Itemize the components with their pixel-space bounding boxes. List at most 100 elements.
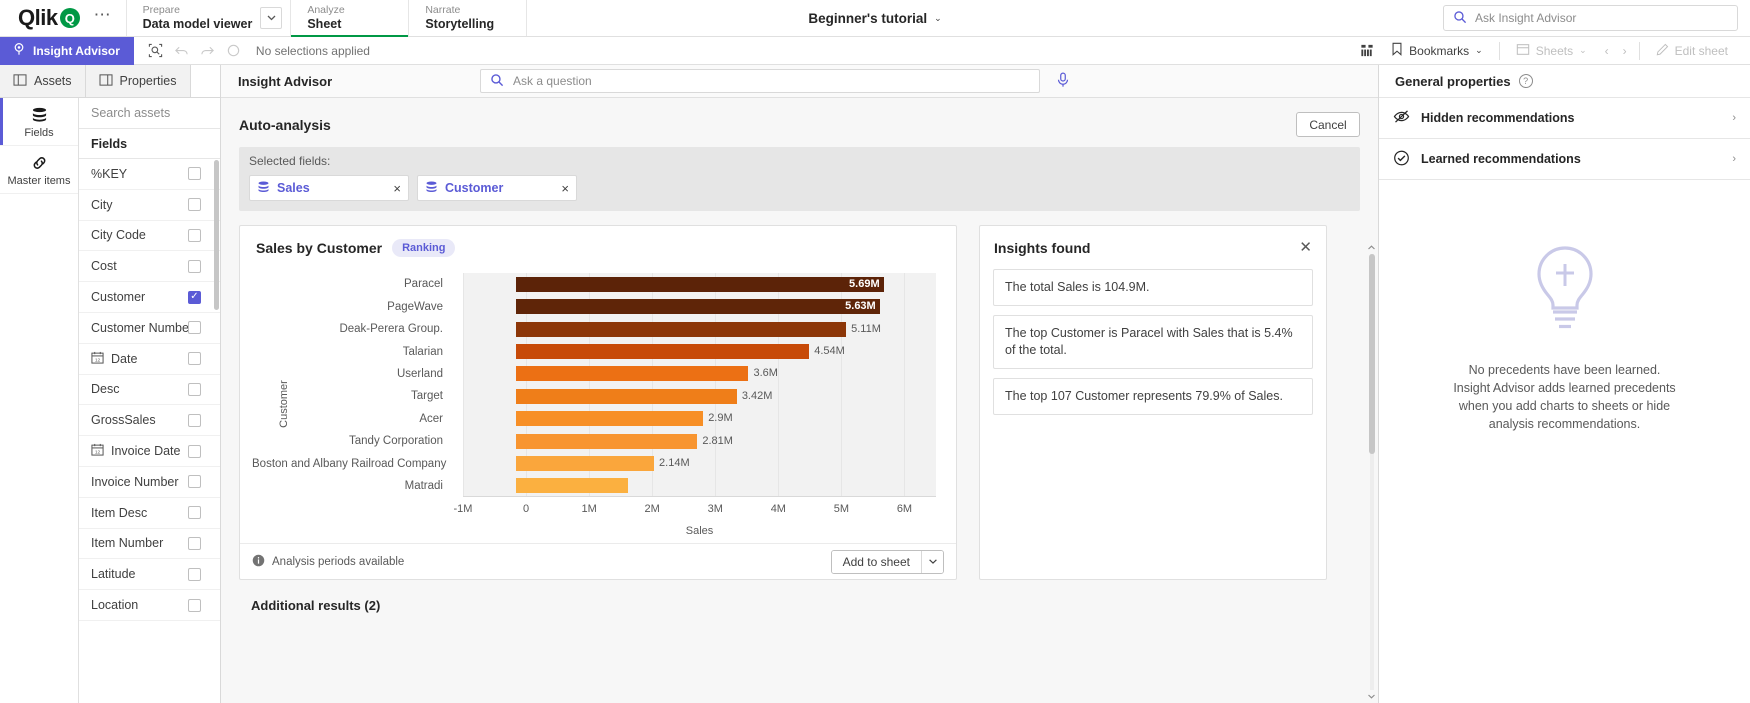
bar[interactable]: 5.63M [515,299,880,315]
bar[interactable] [515,456,655,471]
bar-chart[interactable]: Customer Paracel 5.69M PageWave 5.63M De… [252,265,946,543]
field-row[interactable]: Item Desc [79,498,220,529]
insight-advisor-button[interactable]: Insight Advisor [0,36,134,65]
field-row[interactable]: GrossSales [79,405,220,437]
ask-question-input[interactable]: Ask a question [480,69,1040,93]
close-icon[interactable]: × [561,180,569,196]
field-row[interactable]: 12 Date [79,344,220,375]
field-row[interactable]: %KEY [79,159,220,190]
bar-row[interactable]: Deak-Perera Group. 5.11M [252,321,936,337]
bar[interactable] [515,344,810,359]
field-row[interactable]: Item Number [79,529,220,560]
close-icon[interactable]: × [393,180,401,196]
hidden-recommendations-row[interactable]: Hidden recommendations › [1379,98,1750,139]
field-row[interactable]: City Code [79,221,220,252]
add-to-sheet-label[interactable]: Add to sheet [831,550,921,573]
selection-bar-right: Bookmarks ⌄ Sheets ⌄ ‹ › Edit sheet [1355,39,1750,63]
qlik-logo[interactable]: Qlik Q [18,5,80,31]
add-to-sheet-button[interactable]: Add to sheet [830,549,944,574]
search-assets-input[interactable]: Search assets [79,98,220,129]
app-title-chevron-down-icon[interactable]: ⌄ [934,12,942,23]
field-row[interactable]: Customer [79,282,220,313]
sheet-grid-icon[interactable] [1355,40,1379,62]
field-row[interactable]: Latitude [79,559,220,591]
field-row[interactable]: Location [79,590,220,621]
close-icon[interactable]: ✕ [1299,239,1312,256]
ask-insight-advisor-input[interactable]: Ask Insight Advisor [1443,5,1738,31]
field-checkbox[interactable] [188,567,201,581]
tab-assets[interactable]: Assets [0,65,86,97]
bar[interactable] [515,478,629,494]
bar[interactable] [515,433,698,449]
status-badge: Ranking [392,239,456,257]
help-icon[interactable]: ? [1518,74,1533,88]
bar-row[interactable]: Acer 2.9M [252,411,936,427]
scroll-down-icon[interactable] [1367,692,1376,701]
bar[interactable] [515,411,704,427]
nav-analyze[interactable]: Analyze Sheet [290,0,409,37]
field-row[interactable]: Desc [79,375,220,406]
next-sheet-button[interactable]: › [1622,43,1627,58]
field-row[interactable]: Customer Number [79,313,220,344]
more-options-icon[interactable]: ⋯ [93,5,112,24]
bar-row[interactable]: Boston and Albany Railroad Company 2.14M [252,456,936,471]
edit-sheet-button[interactable]: Edit sheet [1646,39,1738,63]
fields-scrollbar[interactable] [214,160,219,558]
bar[interactable] [515,366,749,382]
field-name-wrap: City [91,198,188,212]
bar[interactable] [515,388,737,404]
bar-row[interactable]: PageWave 5.63M [252,299,936,315]
field-checkbox[interactable] [188,228,201,242]
app-title[interactable]: Beginner's tutorial [808,10,928,26]
bar[interactable]: 5.69M [515,276,884,292]
center-scroll-thumb[interactable] [1369,254,1375,454]
tab-properties[interactable]: Properties [85,65,191,97]
field-checkbox[interactable] [188,598,201,612]
field-checkbox[interactable] [188,444,201,458]
field-checkbox[interactable] [188,352,201,366]
bar-row[interactable]: Matradi [252,478,936,494]
field-checkbox[interactable] [188,382,201,396]
chevron-down-icon[interactable] [260,7,283,29]
field-row[interactable]: Invoice Number [79,467,220,498]
add-to-sheet-chevron-down-icon[interactable] [921,550,943,573]
selected-field-chip[interactable]: Sales × [249,175,409,201]
bar-row[interactable]: Talarian 4.54M [252,344,936,359]
nav-prepare[interactable]: Prepare Data model viewer [125,0,291,36]
field-checkbox[interactable] [188,167,201,181]
field-row[interactable]: City [79,190,220,221]
nav-narrate[interactable]: Narrate Storytelling [408,0,526,36]
bar-row[interactable]: Tandy Corporation 2.81M [252,433,936,449]
field-row[interactable]: 12 Invoice Date [79,436,220,467]
scroll-up-icon[interactable] [1367,243,1376,252]
rail-item-master-items[interactable]: Master items [0,146,78,194]
center-scrollbar[interactable] [1367,243,1376,701]
field-checkbox[interactable] [188,506,201,520]
center-scroll-track[interactable] [1370,254,1374,690]
bar-row[interactable]: Userland 3.6M [252,366,936,382]
panel-right-icon [99,73,113,89]
previous-sheet-button[interactable]: ‹ [1604,43,1609,58]
bar-row[interactable]: Paracel 5.69M [252,276,936,292]
general-properties-panel: General properties ? Hidden recommendati… [1378,65,1750,703]
bar[interactable] [515,321,847,337]
field-checkbox[interactable] [188,321,201,335]
bar-row[interactable]: Target 3.42M [252,388,936,404]
sheets-button[interactable]: Sheets ⌄ [1506,39,1597,63]
fields-scrollbar-thumb[interactable] [214,160,219,310]
field-checkbox[interactable] [188,290,201,304]
field-row[interactable]: Cost [79,251,220,283]
field-checkbox[interactable] [188,536,201,550]
selected-field-chip[interactable]: Customer × [417,175,577,201]
selections-tool-icon[interactable] [144,40,168,62]
learned-recommendations-row[interactable]: Learned recommendations › [1379,139,1750,180]
rail-item-fields[interactable]: Fields [0,98,78,146]
microphone-icon[interactable] [1056,72,1070,91]
field-checkbox[interactable] [188,413,201,427]
bookmarks-button[interactable]: Bookmarks ⌄ [1381,39,1493,63]
cancel-button[interactable]: Cancel [1296,112,1360,137]
field-checkbox[interactable] [188,198,201,212]
field-checkbox[interactable] [188,259,201,273]
field-checkbox[interactable] [188,475,201,489]
fields-list-panel: Search assets Fields %KEY City City Code… [79,98,220,703]
